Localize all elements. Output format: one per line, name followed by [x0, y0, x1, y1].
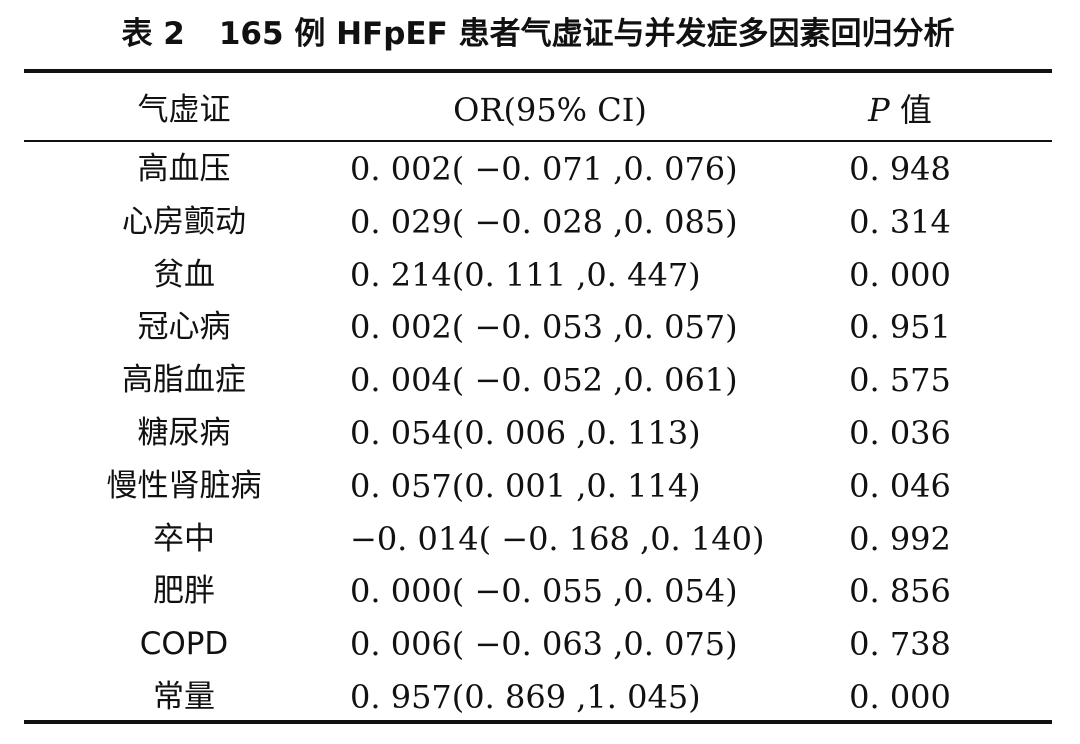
row-p-value: 0. 856 [849, 572, 951, 611]
row-p-value: 0. 000 [849, 678, 951, 716]
table-title: 165 例 HFpEF 患者气虚证与并发症多因素回归分析 [218, 16, 955, 52]
row-p-value: 0. 000 [849, 255, 951, 294]
row-or-ci: 0. 029( −0. 028 ,0. 085) [350, 202, 738, 241]
row-or-ci: 0. 057(0. 001 ,0. 114) [350, 466, 701, 505]
row-p-value: 0. 036 [849, 414, 951, 452]
row-p-value: 0. 575 [849, 361, 951, 400]
row-complication: 心房颤动 [122, 203, 246, 240]
regression-table: 表 2 165 例 HFpEF 患者气虚证与并发症多因素回归分析 气虚证 OR(9… [24, 0, 1052, 744]
top-rule [24, 69, 1052, 73]
row-complication: 常量 [153, 679, 215, 715]
header-row: 气虚证 OR(95% CI) P 值 [24, 84, 1052, 136]
row-p-value: 0. 046 [849, 466, 951, 505]
row-complication: 肥胖 [153, 573, 215, 610]
table-row: 冠心病 0. 002( −0. 053 ,0. 057) 0. 951 [24, 301, 1052, 353]
row-or-ci: 0. 957(0. 869 ,1. 045) [350, 678, 701, 716]
row-or-ci: 0. 000( −0. 055 ,0. 054) [350, 572, 738, 611]
row-or-ci: 0. 006( −0. 063 ,0. 075) [350, 625, 738, 664]
row-or-ci: 0. 054(0. 006 ,0. 113) [350, 414, 701, 452]
table-row: 高血压 0. 002( −0. 071 ,0. 076) 0. 948 [24, 143, 1052, 195]
bottom-rule [24, 720, 1052, 724]
row-p-value: 0. 948 [849, 150, 951, 188]
table-row: 高脂血症 0. 004( −0. 052 ,0. 061) 0. 575 [24, 354, 1052, 406]
table-row: 慢性肾脏病 0. 057(0. 001 ,0. 114) 0. 046 [24, 460, 1052, 512]
row-complication: 高血压 [137, 151, 231, 187]
row-complication: 贫血 [153, 256, 215, 293]
row-p-value: 0. 314 [849, 202, 951, 241]
table-caption: 表 2 165 例 HFpEF 患者气虚证与并发症多因素回归分析 [24, 10, 1052, 58]
table-row: 肥胖 0. 000( −0. 055 ,0. 054) 0. 856 [24, 565, 1052, 617]
header-p-suffix: 值 [889, 91, 932, 129]
row-or-ci: 0. 214(0. 111 ,0. 447) [350, 255, 701, 294]
row-or-ci: 0. 002( −0. 071 ,0. 076) [350, 150, 738, 188]
table-row: 贫血 0. 214(0. 111 ,0. 447) 0. 000 [24, 249, 1052, 301]
row-complication: COPD [139, 626, 229, 663]
row-complication: 冠心病 [137, 309, 231, 346]
header-p-letter: P [868, 91, 890, 129]
header-p-value: P 值 [840, 84, 960, 136]
row-or-ci: −0. 014( −0. 168 ,0. 140) [350, 519, 765, 558]
row-p-value: 0. 951 [849, 308, 951, 347]
table-row: 糖尿病 0. 054(0. 006 ,0. 113) 0. 036 [24, 407, 1052, 459]
header-or-ci: OR(95% CI) [453, 91, 647, 129]
row-complication: 慢性肾脏病 [106, 467, 262, 504]
table-row: COPD 0. 006( −0. 063 ,0. 075) 0. 738 [24, 618, 1052, 670]
header-qi-deficiency: 气虚证 [137, 92, 231, 128]
row-p-value: 0. 738 [849, 625, 951, 664]
row-complication: 糖尿病 [137, 415, 231, 451]
row-complication: 高脂血症 [122, 362, 246, 399]
table-row: 常量 0. 957(0. 869 ,1. 045) 0. 000 [24, 671, 1052, 723]
row-complication: 卒中 [153, 520, 215, 557]
row-p-value: 0. 992 [849, 519, 951, 558]
table-row: 心房颤动 0. 029( −0. 028 ,0. 085) 0. 314 [24, 196, 1052, 248]
table-number: 表 2 [121, 16, 185, 52]
row-or-ci: 0. 002( −0. 053 ,0. 057) [350, 308, 738, 347]
header-rule [24, 140, 1052, 142]
row-or-ci: 0. 004( −0. 052 ,0. 061) [350, 361, 738, 400]
table-row: 卒中 −0. 014( −0. 168 ,0. 140) 0. 992 [24, 513, 1052, 565]
